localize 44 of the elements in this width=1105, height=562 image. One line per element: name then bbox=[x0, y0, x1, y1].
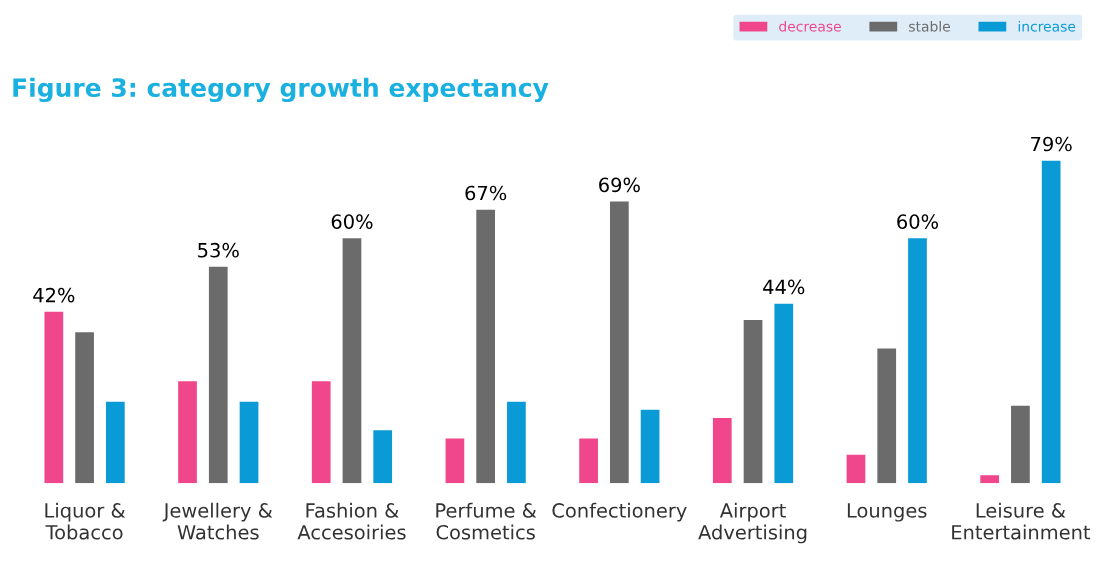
bar bbox=[712, 417, 732, 484]
bar bbox=[743, 319, 763, 484]
bar bbox=[846, 454, 866, 484]
bar bbox=[877, 348, 897, 484]
legend-label: stable bbox=[909, 20, 950, 32]
x-tick-label: Perfume & Cosmetics bbox=[436, 502, 537, 540]
data-label: 67% bbox=[465, 185, 507, 201]
x-tick-label: Airport Advertising bbox=[698, 502, 807, 544]
bar bbox=[476, 209, 496, 484]
bar bbox=[908, 238, 927, 484]
x-tick-label: Fashion & Accesoiries bbox=[297, 502, 406, 540]
data-label: 53% bbox=[198, 242, 239, 258]
x-tick-label: Liquor & Tobacco bbox=[45, 502, 126, 540]
data-label: 42% bbox=[33, 287, 75, 303]
bar bbox=[44, 311, 64, 484]
bar bbox=[1041, 160, 1061, 484]
bar bbox=[579, 438, 598, 484]
bar bbox=[774, 303, 794, 484]
x-tick-label: Jewellery & Watches bbox=[162, 502, 273, 540]
data-label: 79% bbox=[1031, 136, 1072, 152]
x-tick-label: Confectionery bbox=[552, 502, 687, 522]
data-label: 44% bbox=[763, 279, 805, 295]
legend-label: decrease bbox=[779, 20, 841, 32]
bar bbox=[445, 438, 465, 484]
bar bbox=[178, 381, 197, 484]
bar bbox=[640, 409, 660, 484]
bar bbox=[609, 201, 629, 484]
x-tick-label: Lounges bbox=[847, 503, 927, 522]
data-label: 60% bbox=[331, 214, 373, 229]
bar bbox=[1011, 405, 1030, 484]
data-label: 69% bbox=[599, 177, 640, 193]
bar bbox=[239, 401, 259, 484]
x-tick-label: Leisure & Entertainment bbox=[952, 502, 1091, 540]
legend-label: increase bbox=[1018, 20, 1076, 32]
bar bbox=[75, 332, 94, 484]
bar bbox=[373, 430, 393, 484]
chart-title: Figure 3: category growth expectancy bbox=[13, 77, 549, 103]
bar bbox=[105, 401, 125, 484]
data-label: 60% bbox=[897, 214, 939, 229]
bar bbox=[208, 266, 228, 484]
bar bbox=[342, 238, 362, 484]
bar bbox=[507, 401, 526, 484]
bar bbox=[311, 381, 331, 484]
bar bbox=[980, 475, 1000, 484]
